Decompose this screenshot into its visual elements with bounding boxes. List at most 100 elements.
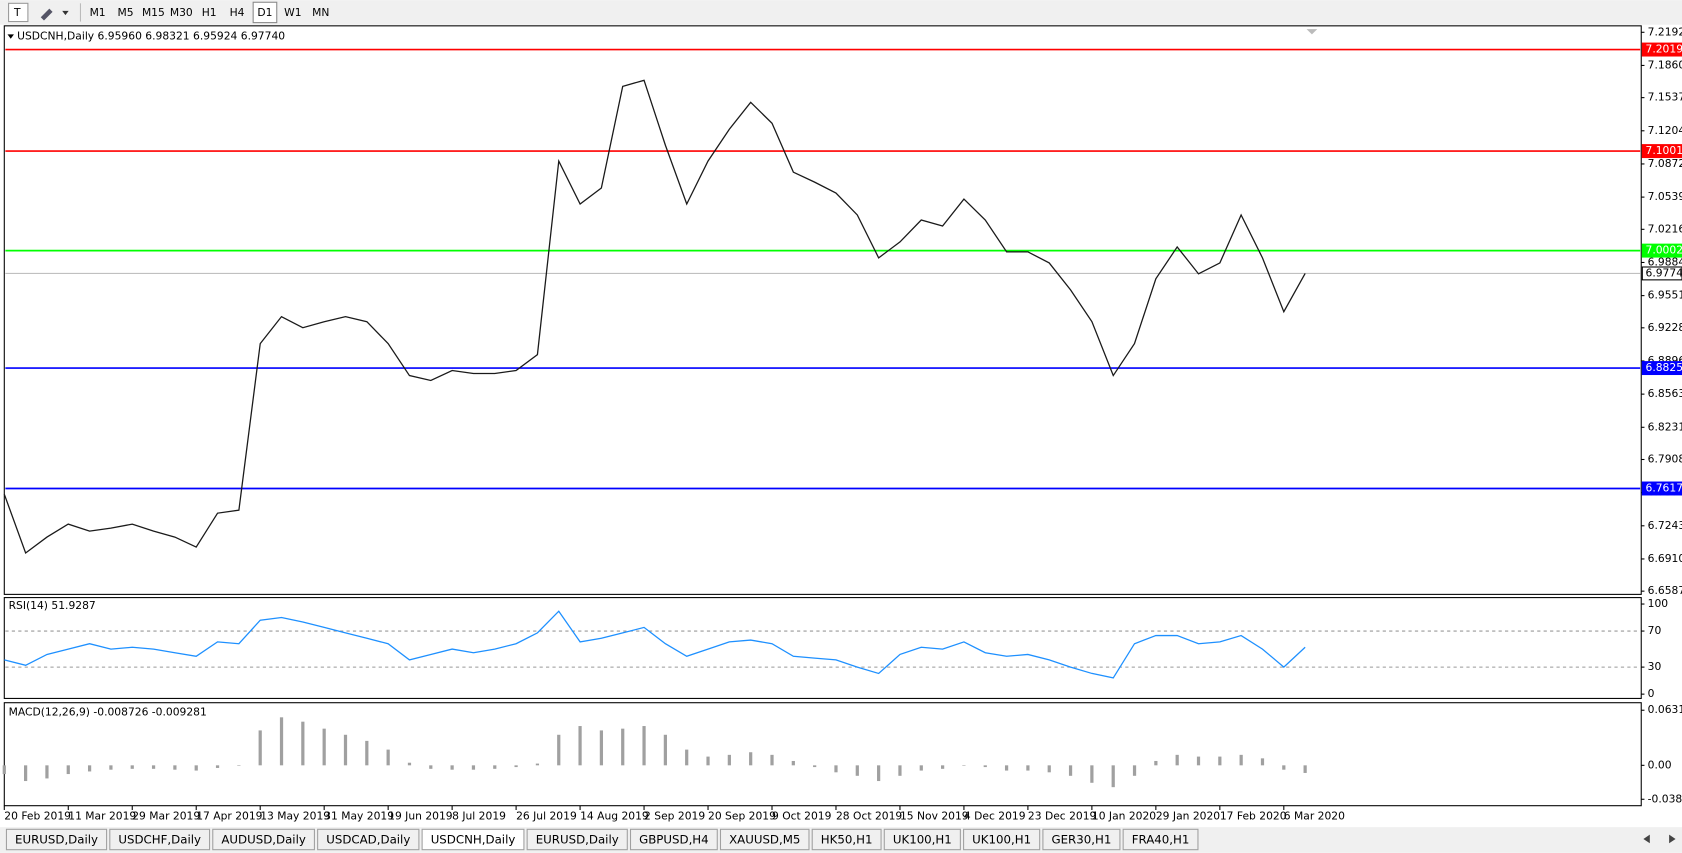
tab[interactable]: USDCAD,Daily [317, 828, 420, 851]
tab-label: AUDUSD,Daily [221, 833, 306, 847]
rsi-line [4, 610, 1306, 679]
timeframe-button[interactable]: H4 [230, 6, 245, 19]
tab[interactable]: GBPUSD,H4 [629, 828, 718, 851]
timeframe-active [252, 1, 278, 24]
y-tick-label: 7.02165 [1648, 222, 1682, 235]
y-tick-label: 6.98840 [1648, 255, 1682, 268]
macd-bar [365, 740, 369, 766]
tab[interactable]: FRA40,H1 [1122, 828, 1199, 851]
timeframe-button[interactable]: M1 [90, 6, 106, 19]
tab[interactable]: AUDUSD,Daily [212, 828, 315, 851]
price-level-label: 7.00029 [1646, 244, 1682, 257]
timeframe-button[interactable]: M5 [117, 6, 133, 19]
macd-bar [791, 760, 795, 766]
tab[interactable]: XAUUSD,M5 [719, 828, 810, 851]
tab-bg [317, 828, 420, 851]
tab-bg [811, 828, 882, 851]
macd-bar [258, 730, 262, 766]
dropdown[interactable] [62, 10, 69, 16]
tab-label: USDCNH,Daily [431, 833, 516, 847]
tab[interactable]: USDCHF,Daily [109, 828, 211, 851]
price-line [3, 79, 1306, 555]
panel-title: USDCNH,Daily 6.95960 6.98321 6.95924 6.9… [17, 30, 285, 43]
macd-bar [109, 765, 113, 770]
x-tick-label: 4 Dec 2019 [964, 809, 1026, 822]
macd-bar [173, 765, 177, 770]
timeframe-button[interactable]: D1 [257, 6, 272, 19]
tab-bg [109, 828, 211, 851]
macd-bar [1026, 765, 1030, 771]
tab[interactable]: HK50,H1 [811, 828, 882, 851]
x-tick-label: 29 Jan 2020 [1156, 809, 1220, 822]
tab-bg [212, 828, 315, 851]
macd-bar [87, 765, 92, 772]
macd-bar [1218, 756, 1222, 766]
macd-bar [215, 765, 220, 768]
x-tick-label: 26 Jul 2019 [516, 809, 577, 822]
draw-tool[interactable] [40, 8, 53, 21]
y-tick-label: 7.21925 [1648, 25, 1682, 38]
timeframe-button[interactable]: W1 [284, 6, 301, 19]
tab-label: GER30,H1 [1051, 833, 1111, 847]
timeframe-button[interactable]: H1 [202, 6, 217, 19]
price-level-label: 7.10011 [1646, 144, 1682, 157]
rsi-panel [3, 597, 1642, 699]
timeframe-button[interactable]: MN [312, 6, 329, 19]
y-tick-label: 6.79080 [1648, 452, 1682, 465]
tab[interactable]: EURUSD,Daily [526, 828, 628, 851]
y-tick-label: 70 [1648, 624, 1662, 637]
price-panel [3, 25, 1642, 595]
tab-bg [629, 828, 718, 851]
macd-bar [450, 765, 454, 770]
y-tick-label: 0.063113 [1648, 703, 1682, 716]
tab-bg [1122, 828, 1199, 851]
text-tool-icon: T [13, 6, 21, 19]
tab-bg [883, 828, 961, 851]
tab[interactable]: GER30,H1 [1042, 828, 1121, 851]
x-tick-label: 23 Dec 2019 [1028, 809, 1097, 822]
y-tick-label: 100 [1648, 597, 1669, 610]
tab-scroll[interactable] [1643, 834, 1676, 844]
macd-bar [706, 756, 710, 766]
macd-bar [151, 765, 156, 769]
macd-bar [1196, 756, 1201, 766]
tab[interactable]: EURUSD,Daily [5, 828, 108, 851]
macd-bar [471, 765, 476, 770]
y-tick-label: 7.12045 [1648, 124, 1682, 137]
tab-bg [5, 828, 108, 851]
macd-bar [429, 765, 433, 769]
macd-bar [642, 726, 646, 766]
timeframe-button[interactable]: M15 [142, 6, 165, 19]
y-tick-label: 6.65875 [1648, 584, 1682, 597]
macd-bar [599, 730, 604, 766]
y-tick-label: 7.18600 [1648, 58, 1682, 71]
tab[interactable]: USDCNH,Daily [421, 828, 525, 851]
macd-bar [685, 749, 689, 766]
x-tick-label: 10 Jan 2020 [1092, 809, 1156, 822]
macd-bar [407, 762, 412, 766]
macd-bar [898, 765, 902, 776]
timeframe-button[interactable]: M30 [170, 6, 193, 19]
macd-bar [1303, 765, 1307, 773]
macd-bar [962, 765, 966, 766]
macd-bar [386, 749, 390, 766]
y-tick-label: 0 [1648, 687, 1655, 700]
text-tool[interactable] [8, 2, 29, 23]
macd-bar [855, 765, 859, 776]
x-tick-label: 6 Mar 2020 [1284, 809, 1345, 822]
x-tick-label: 14 Aug 2019 [580, 809, 649, 822]
y-tick-label: 30 [1648, 660, 1662, 673]
x-tick-label: 20 Sep 2019 [708, 809, 776, 822]
macd-bar [834, 765, 838, 773]
macd-bar [301, 721, 305, 766]
tab[interactable]: UK100,H1 [963, 828, 1041, 851]
panel-title: MACD(12,26,9) -0.008726 -0.009281 [9, 705, 207, 718]
macd-bar [1090, 765, 1094, 783]
chart-window [0, 25, 1682, 853]
tab[interactable]: UK100,H1 [883, 828, 961, 851]
y-tick-label: 7.15370 [1648, 91, 1682, 104]
shift-marker [1306, 29, 1318, 35]
